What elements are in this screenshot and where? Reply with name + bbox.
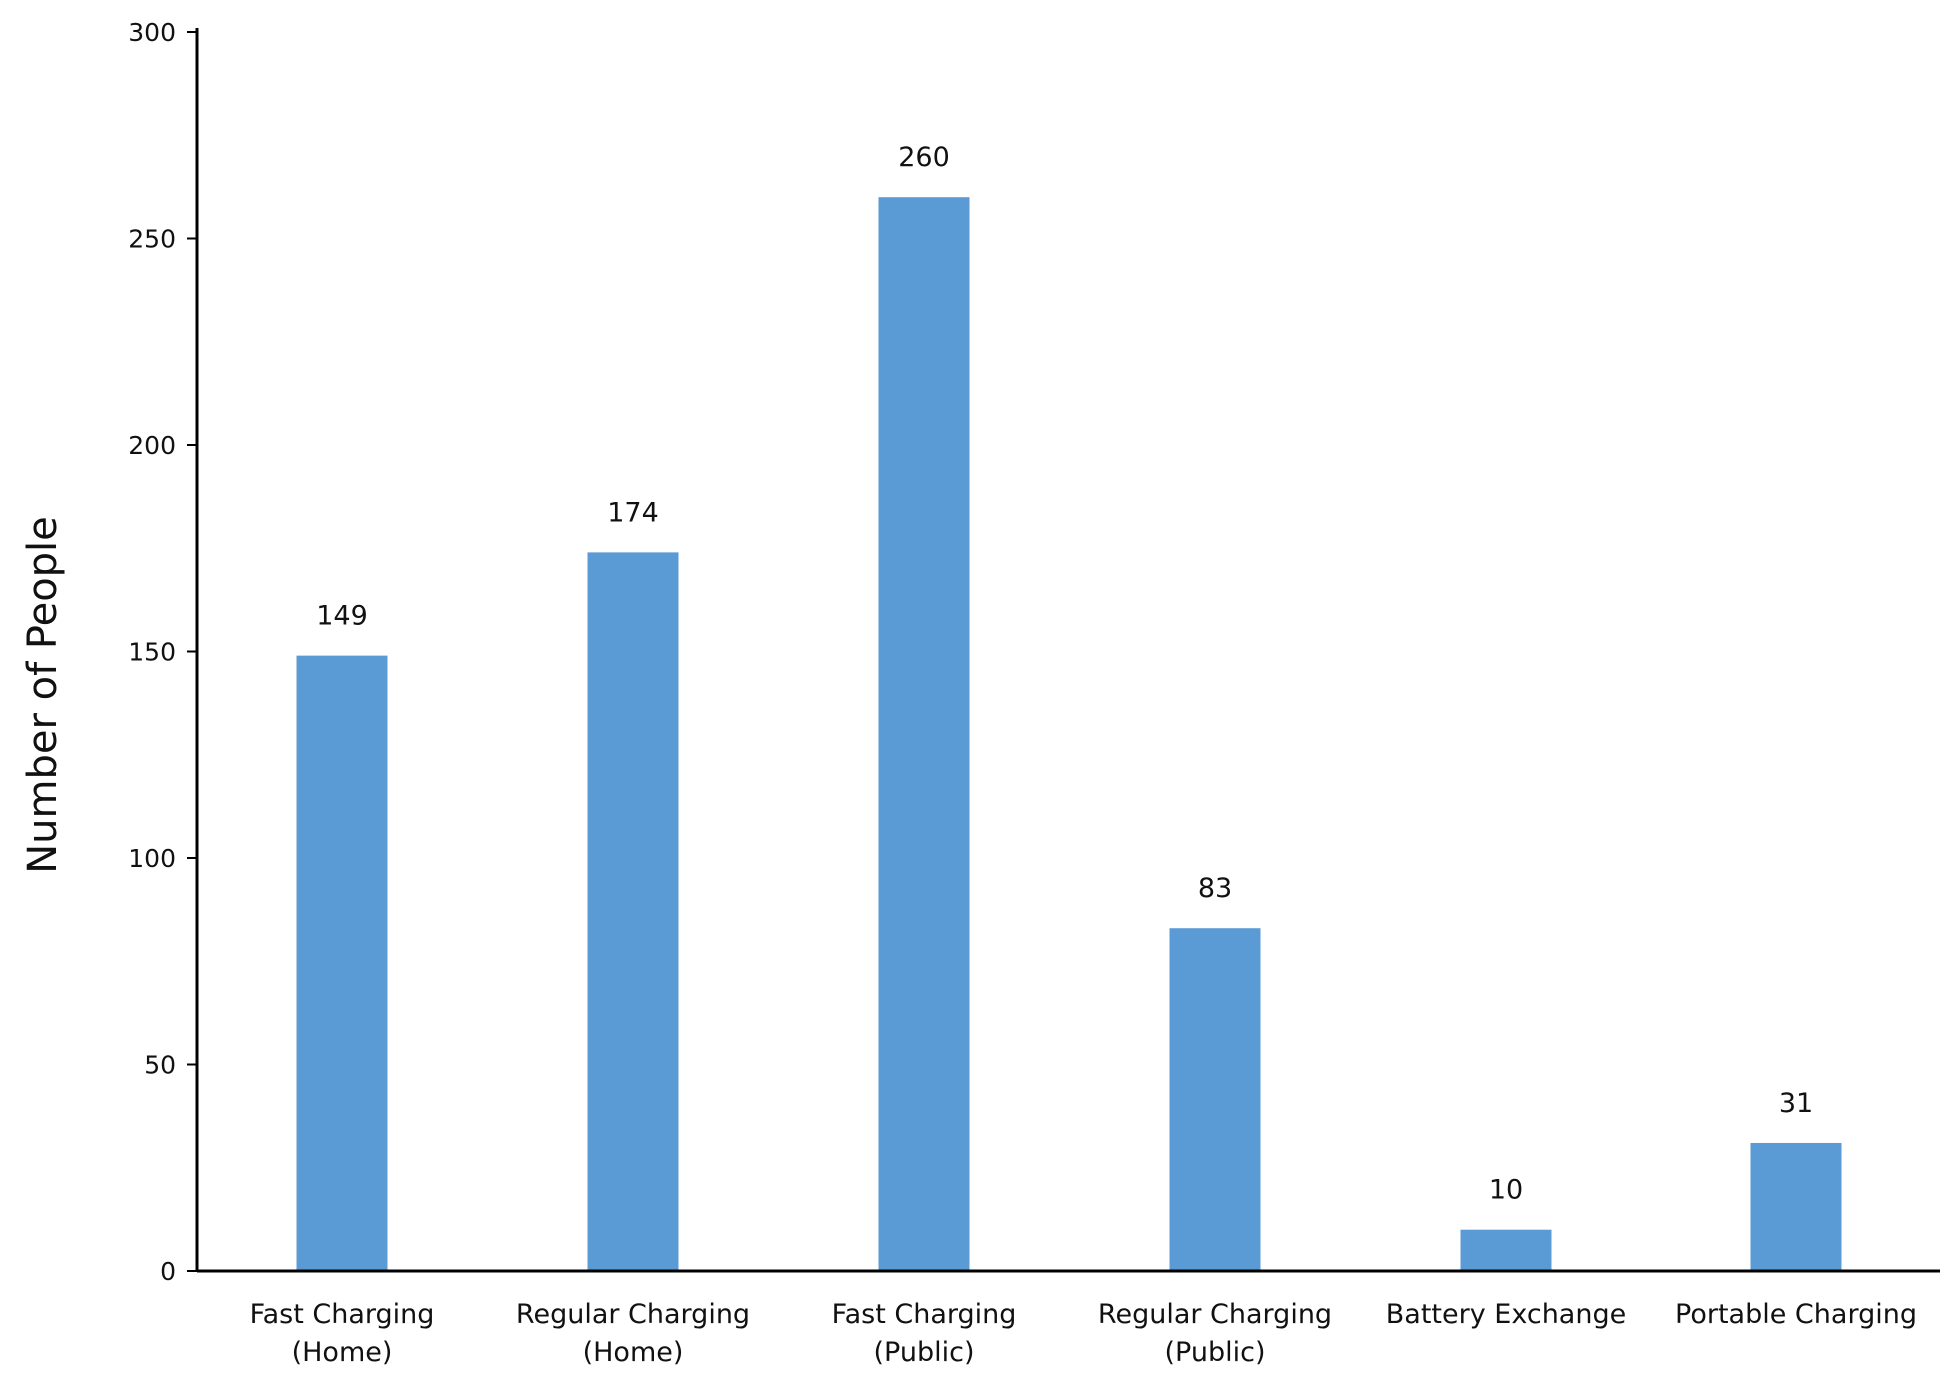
bar-value-label: 149: [316, 601, 368, 632]
x-category-label: Fast Charging (Home): [250, 1299, 435, 1368]
bars: [296, 197, 1842, 1272]
bar-value-label: 260: [898, 142, 950, 173]
x-axis-category-labels: Fast Charging (Home) Regular Charging (Home…: [250, 1299, 1917, 1368]
x-category-label: Regular Charging (Public): [1098, 1299, 1332, 1368]
y-tick-label: 100: [128, 844, 176, 873]
bar: [296, 655, 388, 1271]
y-tick-label: 0: [160, 1257, 176, 1286]
y-tick-label: 300: [128, 18, 176, 47]
x-category-label: Regular Charging (Home): [516, 1299, 750, 1368]
y-tick-label: 200: [128, 431, 176, 460]
x-category-label: Fast Charging (Public): [832, 1299, 1017, 1368]
y-tick-label: 250: [128, 225, 176, 254]
bar-value-label: 31: [1779, 1088, 1813, 1119]
bar: [1460, 1229, 1552, 1271]
x-category-label: Portable Charging: [1675, 1299, 1917, 1330]
bar: [1750, 1142, 1842, 1271]
y-axis-ticks: 0 50 100 150 200 250 300: [128, 18, 197, 1286]
x-category-label: Battery Exchange: [1386, 1299, 1626, 1330]
bar: [878, 197, 970, 1272]
bar: [1169, 928, 1261, 1271]
y-tick-label: 50: [144, 1051, 176, 1080]
y-tick-label: 150: [128, 638, 176, 667]
y-axis-label: Number of People: [20, 516, 66, 874]
bar-value-label: 83: [1198, 873, 1232, 904]
bar-value-label: 174: [607, 497, 659, 528]
bar: [587, 552, 679, 1271]
bar-value-label: 10: [1489, 1175, 1523, 1206]
data-labels: 149 174 260 83 10 31: [316, 142, 1813, 1206]
